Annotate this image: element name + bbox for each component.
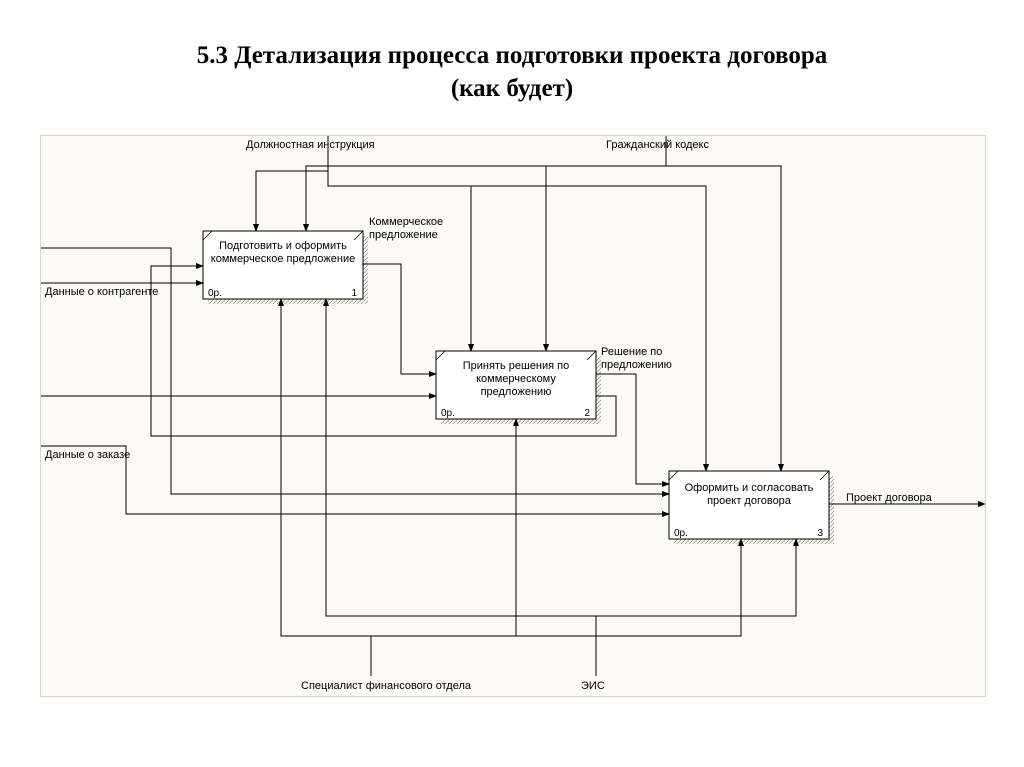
- label-out1: Проект договора: [846, 492, 933, 504]
- node-2-leftcode: 0р.: [441, 408, 455, 419]
- label-mid2: Решение по предложению: [601, 346, 691, 371]
- idef0-diagram: Подготовить и оформить коммерческое пред…: [41, 136, 985, 696]
- edge-spec-n3: [516, 539, 741, 636]
- label-top-left: Должностная инструкция: [246, 139, 375, 151]
- label-in2: Данные о заказе: [45, 449, 130, 461]
- node-3-leftcode: 0р.: [674, 528, 688, 539]
- label-mid1: Коммерческое предложение: [369, 216, 459, 241]
- edge-gk-n3: [666, 166, 781, 471]
- title-line-2: (как будет): [451, 75, 573, 102]
- edge-eis-n3: [596, 539, 796, 616]
- title-line-1: 5.3 Детализация процесса подготовки прое…: [197, 42, 828, 69]
- node-1-rightcode: 1: [351, 288, 357, 299]
- edge-instruction-n3: [471, 186, 706, 471]
- label-bottom2: ЭИС: [581, 680, 605, 692]
- node-2-rightcode: 2: [584, 408, 590, 419]
- node-3-label: Оформить и согласовать проект договора: [673, 482, 825, 508]
- node-2-label: Принять решения по коммерческому предлож…: [440, 360, 592, 400]
- label-bottom1: Специалист финансового отдела: [301, 680, 472, 692]
- node-3-rightcode: 3: [817, 528, 823, 539]
- diagram-canvas: Подготовить и оформить коммерческое пред…: [40, 135, 986, 697]
- label-top-right: Гражданский кодекс: [606, 139, 709, 151]
- edge-spec-n2: [371, 419, 516, 636]
- edge-n2-n3: [596, 374, 669, 484]
- page-title: 5.3 Детализация процесса подготовки прое…: [0, 0, 1024, 125]
- edge-zakaz-n3: [41, 446, 669, 514]
- label-in1: Данные о контрагенте: [45, 286, 158, 298]
- edge-n1-n2: [363, 264, 436, 374]
- node-1-label: Подготовить и оформить коммерческое пред…: [207, 240, 359, 266]
- node-1-leftcode: 0р.: [208, 288, 222, 299]
